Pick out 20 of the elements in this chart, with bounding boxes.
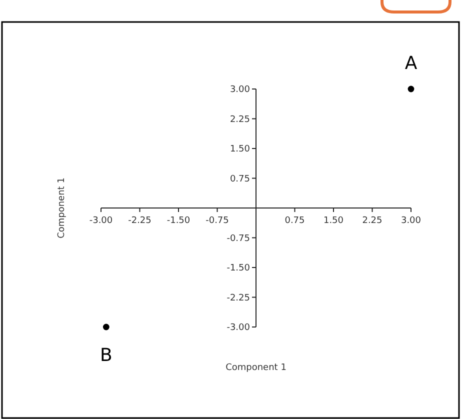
x-tick-label: 0.75 bbox=[284, 216, 305, 226]
x-tick-label: -2.25 bbox=[128, 216, 152, 226]
y-tick-label: 1.50 bbox=[230, 144, 250, 154]
annotation: A bbox=[404, 53, 418, 74]
y-tick-label: 2.25 bbox=[230, 114, 250, 125]
x-tick-label: -0.75 bbox=[206, 216, 229, 226]
x-tick-label: 2.25 bbox=[362, 216, 382, 226]
x-tick-label: 1.50 bbox=[323, 216, 344, 226]
y-axis-title: Component 1 bbox=[57, 178, 67, 238]
annotation: B bbox=[100, 345, 112, 366]
y-tick-label: 0.75 bbox=[230, 174, 250, 184]
y-tick-label: -2.25 bbox=[226, 293, 250, 304]
x-tick-label: -3.00 bbox=[89, 216, 113, 226]
y-tick-label: -0.75 bbox=[226, 234, 250, 244]
y-tick-label: -1.50 bbox=[226, 264, 250, 274]
y-tick-label: 3.00 bbox=[230, 85, 250, 95]
x-tick-label: 3.00 bbox=[400, 216, 422, 226]
x-tick-label: -1.50 bbox=[166, 216, 190, 226]
x-axis-title: Component 1 bbox=[226, 363, 286, 373]
y-tick-label: -3.00 bbox=[226, 323, 250, 333]
